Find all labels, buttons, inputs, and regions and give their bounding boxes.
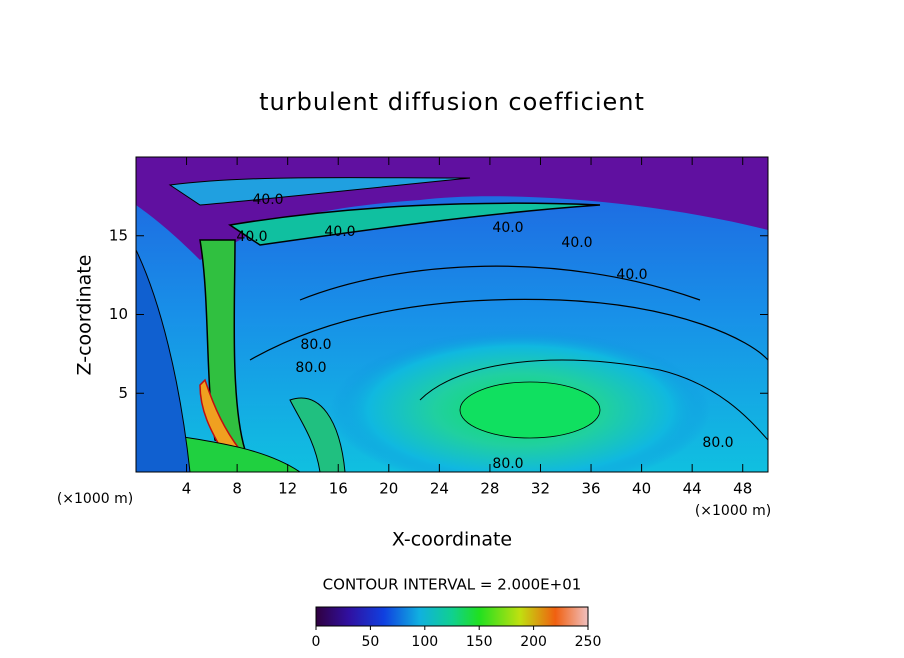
colorbar-tick-label: 250	[575, 634, 602, 650]
colorbar-tick-label: 0	[312, 634, 321, 650]
contour-label: 80.0	[492, 456, 523, 472]
colorbar-tick-label: 100	[411, 634, 438, 650]
colorbar-tick-label: 150	[466, 634, 493, 650]
x-tick-label: 40	[632, 480, 651, 498]
x-axis-label: X-coordinate	[392, 529, 512, 551]
contour-label: 40.0	[492, 220, 523, 236]
x-tick-label: 12	[278, 480, 297, 498]
y-tick-label: 15	[109, 226, 128, 244]
contour-label: 40.0	[561, 235, 592, 251]
y-unit: (×1000 m)	[695, 503, 771, 519]
field	[136, 157, 768, 472]
contour-interval: CONTOUR INTERVAL = 2.000E+01	[323, 576, 582, 594]
chart-title: turbulent diffusion coefficient	[259, 88, 645, 116]
contour-label: 80.0	[702, 435, 733, 451]
x-tick-label: 20	[379, 480, 398, 498]
y-tick-label: 10	[109, 305, 128, 323]
x-tick-label: 4	[182, 480, 192, 498]
contour-label: 40.0	[236, 229, 267, 245]
contour-label: 40.0	[616, 267, 647, 283]
x-tick-label: 32	[531, 480, 550, 498]
contour-label: 80.0	[300, 337, 331, 353]
x-tick-label: 48	[733, 480, 752, 498]
y-axis-label: Z-coordinate	[74, 255, 96, 376]
contour-label: 80.0	[295, 360, 326, 376]
colorbar-tick-label: 200	[520, 634, 547, 650]
x-tick-label: 8	[232, 480, 242, 498]
x-tick-label: 24	[430, 480, 449, 498]
x-tick-label: 16	[329, 480, 348, 498]
x-tick-label: 36	[581, 480, 600, 498]
x-unit: (×1000 m)	[57, 491, 133, 507]
contour-label: 40.0	[324, 224, 355, 240]
colorbar	[315, 606, 589, 627]
x-tick-label: 44	[683, 480, 702, 498]
x-tick-label: 28	[480, 480, 499, 498]
contour-label: 40.0	[252, 192, 283, 208]
colorbar-tick-label: 50	[361, 634, 379, 650]
y-tick-label: 5	[118, 384, 128, 402]
